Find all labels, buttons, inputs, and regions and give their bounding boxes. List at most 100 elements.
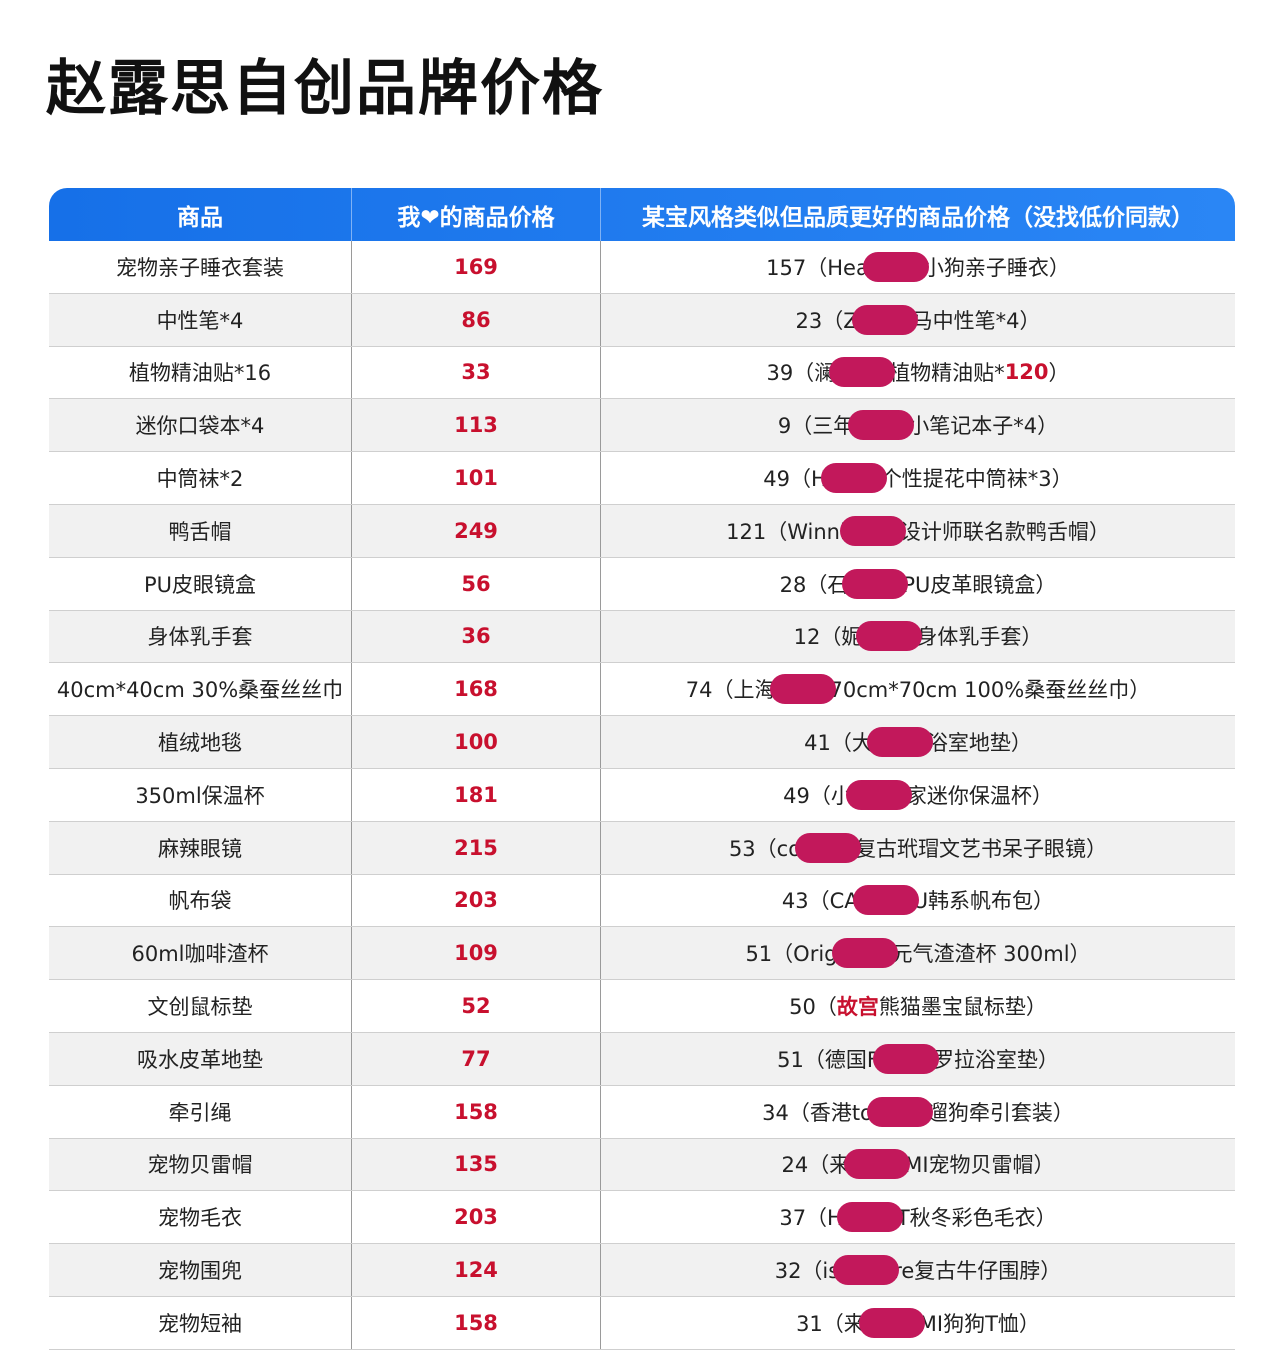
redaction <box>836 1202 903 1233</box>
compare-cell: 23（Z 马中性笔*4） <box>601 294 1235 346</box>
compare-text: 故宫 <box>836 995 879 1020</box>
redaction <box>856 621 923 652</box>
redaction <box>795 832 862 863</box>
product-cell: 宠物贝雷帽 <box>49 1138 352 1191</box>
redaction <box>829 357 896 388</box>
product-cell: 宠物毛衣 <box>49 1191 352 1244</box>
price-cell: 36 <box>352 610 601 663</box>
compare-text: ） <box>1048 361 1070 386</box>
price-cell: 203 <box>352 874 601 927</box>
table-row: 鸭舌帽 249 121（Winni 设计师联名款鸭舌帽） <box>49 504 1235 558</box>
compare-text: 51（德国F <box>777 1047 879 1072</box>
redaction <box>851 304 918 335</box>
compare-cell: 24（来 MI宠物贝雷帽） <box>601 1139 1235 1191</box>
compare-text: 小笔记本子*4） <box>908 414 1059 439</box>
product-cell: PU皮眼镜盒 <box>49 557 352 610</box>
header-row: 商品 我❤的商品价格 某宝风格类似但品质更好的商品价格（没找低价同款） <box>49 188 1235 241</box>
product-cell: 帆布袋 <box>49 874 352 927</box>
compare-cell: 74（上海 70cm*70cm 100%桑蚕丝丝巾） <box>601 663 1235 715</box>
compare-cell: 49（小 家迷你保温杯） <box>601 769 1235 821</box>
table-row: 麻辣眼镜 215 53（co 复古玳瑁文艺书呆子眼镜） <box>49 821 1235 875</box>
compare-text: 50（ <box>789 995 837 1020</box>
table-row: 宠物围兜 124 32（is re复古牛仔围脖） <box>49 1244 1235 1297</box>
compare-text: 43（CA <box>781 889 859 914</box>
compare-text: 9（三年 <box>777 414 855 439</box>
compare-text: 设计师联名款鸭舌帽） <box>899 519 1110 544</box>
table-row: 中性笔*4 86 23（Z 马中性笔*4） <box>49 293 1235 347</box>
product-cell: 宠物亲子睡衣套装 <box>49 241 352 293</box>
compare-cell: 43（CA U韩系帆布包） <box>601 875 1235 927</box>
product-cell: 牵引绳 <box>49 1085 352 1138</box>
price-cell: 181 <box>352 768 601 821</box>
redaction <box>842 568 909 599</box>
compare-text: 23（Z <box>795 308 858 333</box>
compare-text: 元气渣渣杯 300ml） <box>891 942 1091 967</box>
compare-text: 马中性笔*4） <box>911 308 1041 333</box>
compare-text: 浴室地垫） <box>926 731 1032 756</box>
table-row: 中筒袜*2 101 49（H 个性提花中筒袜*3） <box>49 452 1235 505</box>
product-cell: 350ml保温杯 <box>49 768 352 821</box>
compare-text: MI宠物贝雷帽） <box>904 1153 1055 1178</box>
compare-text: re复古牛仔围脖） <box>893 1259 1062 1284</box>
redaction <box>858 1307 925 1338</box>
compare-text: 74（上海 <box>685 678 776 703</box>
compare-text: 49（小 <box>783 783 852 808</box>
product-cell: 吸水皮革地垫 <box>49 1032 352 1085</box>
price-cell: 56 <box>352 557 601 610</box>
column-header: 某宝风格类似但品质更好的商品价格（没找低价同款） <box>642 204 1194 231</box>
compare-text: 12（妮 <box>793 625 863 650</box>
redaction <box>866 727 933 758</box>
table-row: PU皮眼镜盒 56 28（石 PU皮革眼镜盒） <box>49 557 1235 611</box>
product-cell: 身体乳手套 <box>49 610 352 663</box>
price-cell: 100 <box>352 716 601 768</box>
product-cell: 植绒地毯 <box>49 716 352 768</box>
table-row: 宠物短袖 158 31（来 MI狗狗T恤） <box>49 1296 1235 1350</box>
compare-text: 遛狗牵引套装） <box>926 1100 1074 1125</box>
compare-text: MI狗狗T恤） <box>918 1311 1040 1336</box>
product-cell: 植物精油贴*16 <box>49 346 352 399</box>
compare-text: 个性提花中筒袜*3） <box>880 467 1073 492</box>
price-cell: 215 <box>352 821 601 874</box>
compare-text: 28（石 <box>779 572 849 597</box>
compare-text: 41（大 <box>804 731 873 756</box>
table-row: 40cm*40cm 30%桑蚕丝丝巾 168 74（上海 70cm*70cm 100%… <box>49 663 1235 717</box>
price-cell: 203 <box>352 1191 601 1244</box>
redaction <box>862 251 929 282</box>
price-cell: 52 <box>352 980 601 1032</box>
column-header: 我❤的商品价格 <box>352 188 601 241</box>
product-cell: 中性笔*4 <box>49 293 352 346</box>
compare-cell: 39（澜 植物精油贴* 120） <box>601 347 1235 399</box>
table-row: 宠物亲子睡衣套装 169 157（Hea 小狗亲子睡衣） <box>49 241 1235 294</box>
compare-text: 身体乳手套） <box>916 625 1043 650</box>
redaction <box>844 1149 911 1180</box>
price-cell: 169 <box>352 241 601 293</box>
compare-text: 157（Hea <box>766 255 869 280</box>
compare-text: 罗拉浴室垫） <box>932 1047 1059 1072</box>
table-row: 文创鼠标垫 52 50（ 故宫 熊猫墨宝鼠标垫） <box>49 980 1235 1033</box>
compare-text: 熊猫墨宝鼠标垫） <box>878 995 1047 1020</box>
table-row: 身体乳手套 36 12（妮 身体乳手套） <box>49 610 1235 664</box>
compare-cell: 51（德国F 罗拉浴室垫） <box>601 1033 1235 1085</box>
compare-cell: 51（Orig 元气渣渣杯 300ml） <box>601 927 1235 979</box>
price-cell: 124 <box>352 1244 601 1296</box>
compare-text: 51（Orig <box>745 942 838 967</box>
redaction <box>852 885 919 916</box>
page-title: 赵露思自创品牌价格 <box>46 54 604 124</box>
table-row: 植物精油贴*16 33 39（澜 植物精油贴* 120） <box>49 346 1235 400</box>
compare-cell: 41（大 浴室地垫） <box>601 716 1235 768</box>
redaction <box>839 515 906 546</box>
compare-cell: 9（三年 小笔记本子*4） <box>601 399 1235 451</box>
compare-cell: 121（Winni 设计师联名款鸭舌帽） <box>601 505 1235 557</box>
compare-text: 植物精油贴* <box>889 361 1005 386</box>
price-cell: 77 <box>352 1032 601 1085</box>
compare-text: 39（澜 <box>766 361 836 386</box>
compare-cell: 34（香港to 遛狗牵引套装） <box>601 1086 1235 1138</box>
price-cell: 33 <box>352 346 601 399</box>
price-cell: 86 <box>352 293 601 346</box>
redaction <box>833 1255 900 1286</box>
table-row: 植绒地毯 100 41（大 浴室地垫） <box>49 716 1235 769</box>
compare-text: 37（H <box>779 1206 843 1231</box>
compare-text: T秋冬彩色毛衣） <box>896 1206 1057 1231</box>
product-cell: 宠物短袖 <box>49 1296 352 1349</box>
